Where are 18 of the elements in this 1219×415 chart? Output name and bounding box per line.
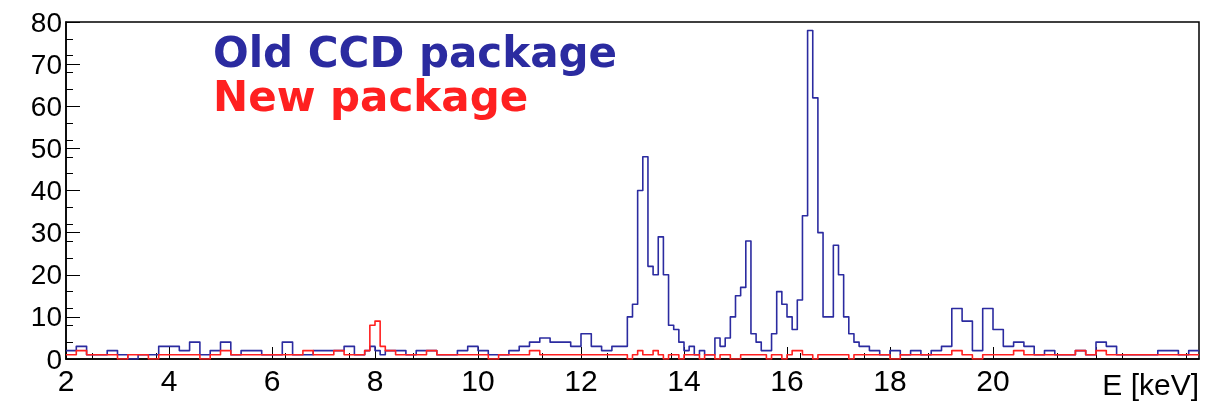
x-tick-label: 10 bbox=[461, 363, 495, 397]
x-tick-label: 4 bbox=[160, 363, 178, 397]
x-tick-label: 20 bbox=[976, 363, 1010, 397]
x-tick-label: 6 bbox=[263, 363, 281, 397]
x-tick-label: 16 bbox=[770, 363, 804, 397]
x-tick-label: 8 bbox=[366, 363, 384, 397]
y-tick-label: 80 bbox=[30, 6, 62, 38]
y-tick-label: 70 bbox=[30, 48, 62, 80]
x-tick-label: 18 bbox=[873, 363, 907, 397]
y-tick-label: 60 bbox=[30, 90, 62, 122]
y-tick-label: 20 bbox=[30, 259, 62, 291]
y-tick-label: 50 bbox=[30, 132, 62, 164]
y-tick-label: 30 bbox=[30, 217, 62, 249]
y-tick-label: 40 bbox=[30, 175, 62, 206]
y-tick-label: 10 bbox=[30, 301, 62, 333]
x-tick-label: 14 bbox=[667, 363, 701, 397]
x-axis-title: E [keV] bbox=[1102, 367, 1199, 401]
x-tick-label: 12 bbox=[564, 363, 598, 397]
